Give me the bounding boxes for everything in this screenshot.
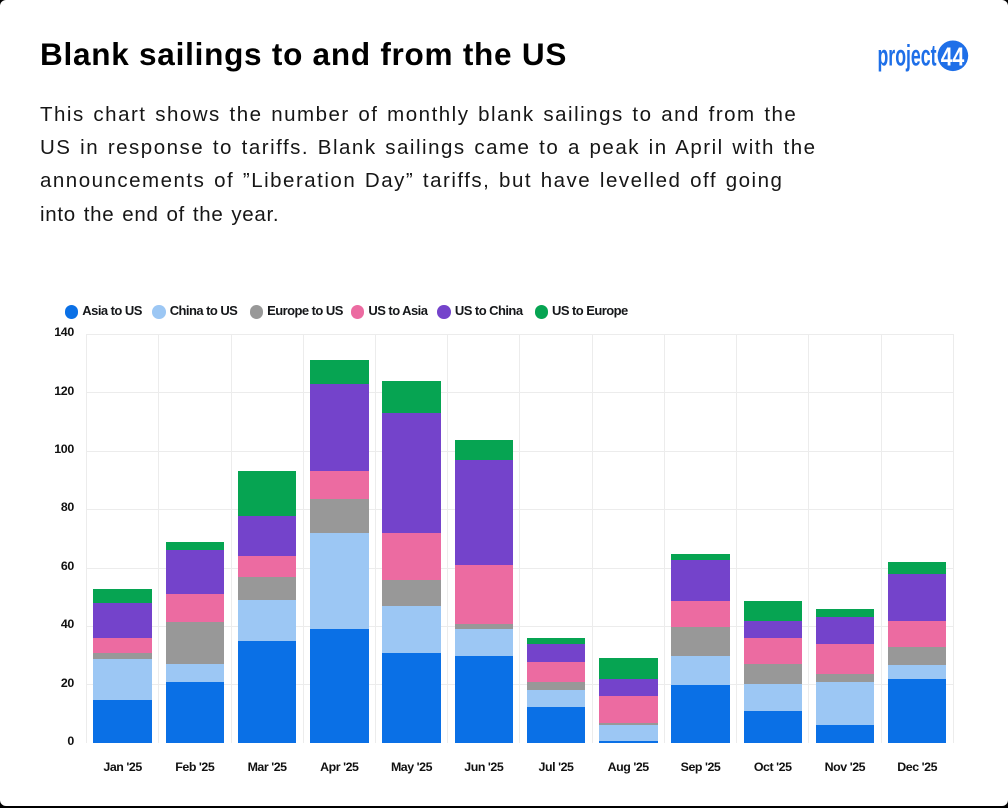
svg-text:44: 44 xyxy=(941,41,965,71)
svg-text:project: project xyxy=(878,40,937,73)
